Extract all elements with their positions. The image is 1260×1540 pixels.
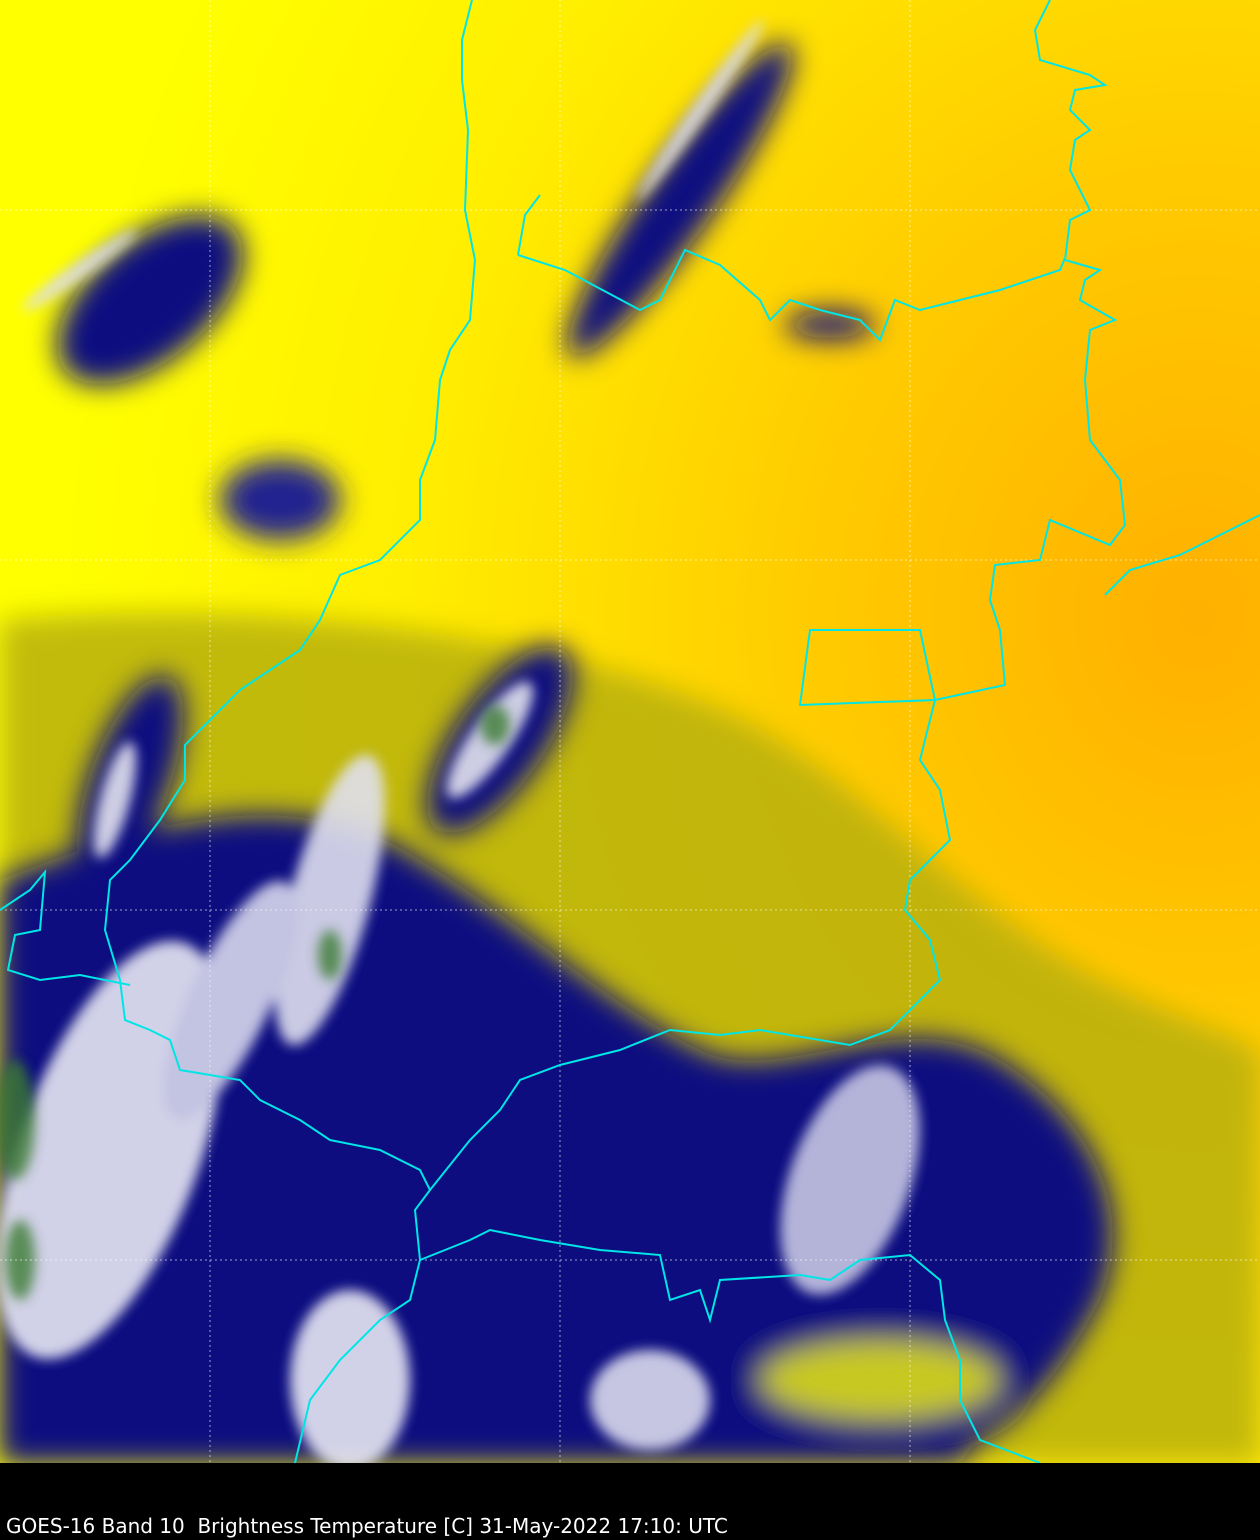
brightness-temperature-map (0, 0, 1260, 1463)
image-caption: GOES-16 Band 10 Brightness Temperature [… (6, 1514, 728, 1538)
grid-lines (0, 0, 1260, 1463)
coldest-cloud-tops (0, 19, 920, 1463)
state-borders (0, 0, 1260, 1463)
overshooting-tops (0, 705, 510, 1300)
